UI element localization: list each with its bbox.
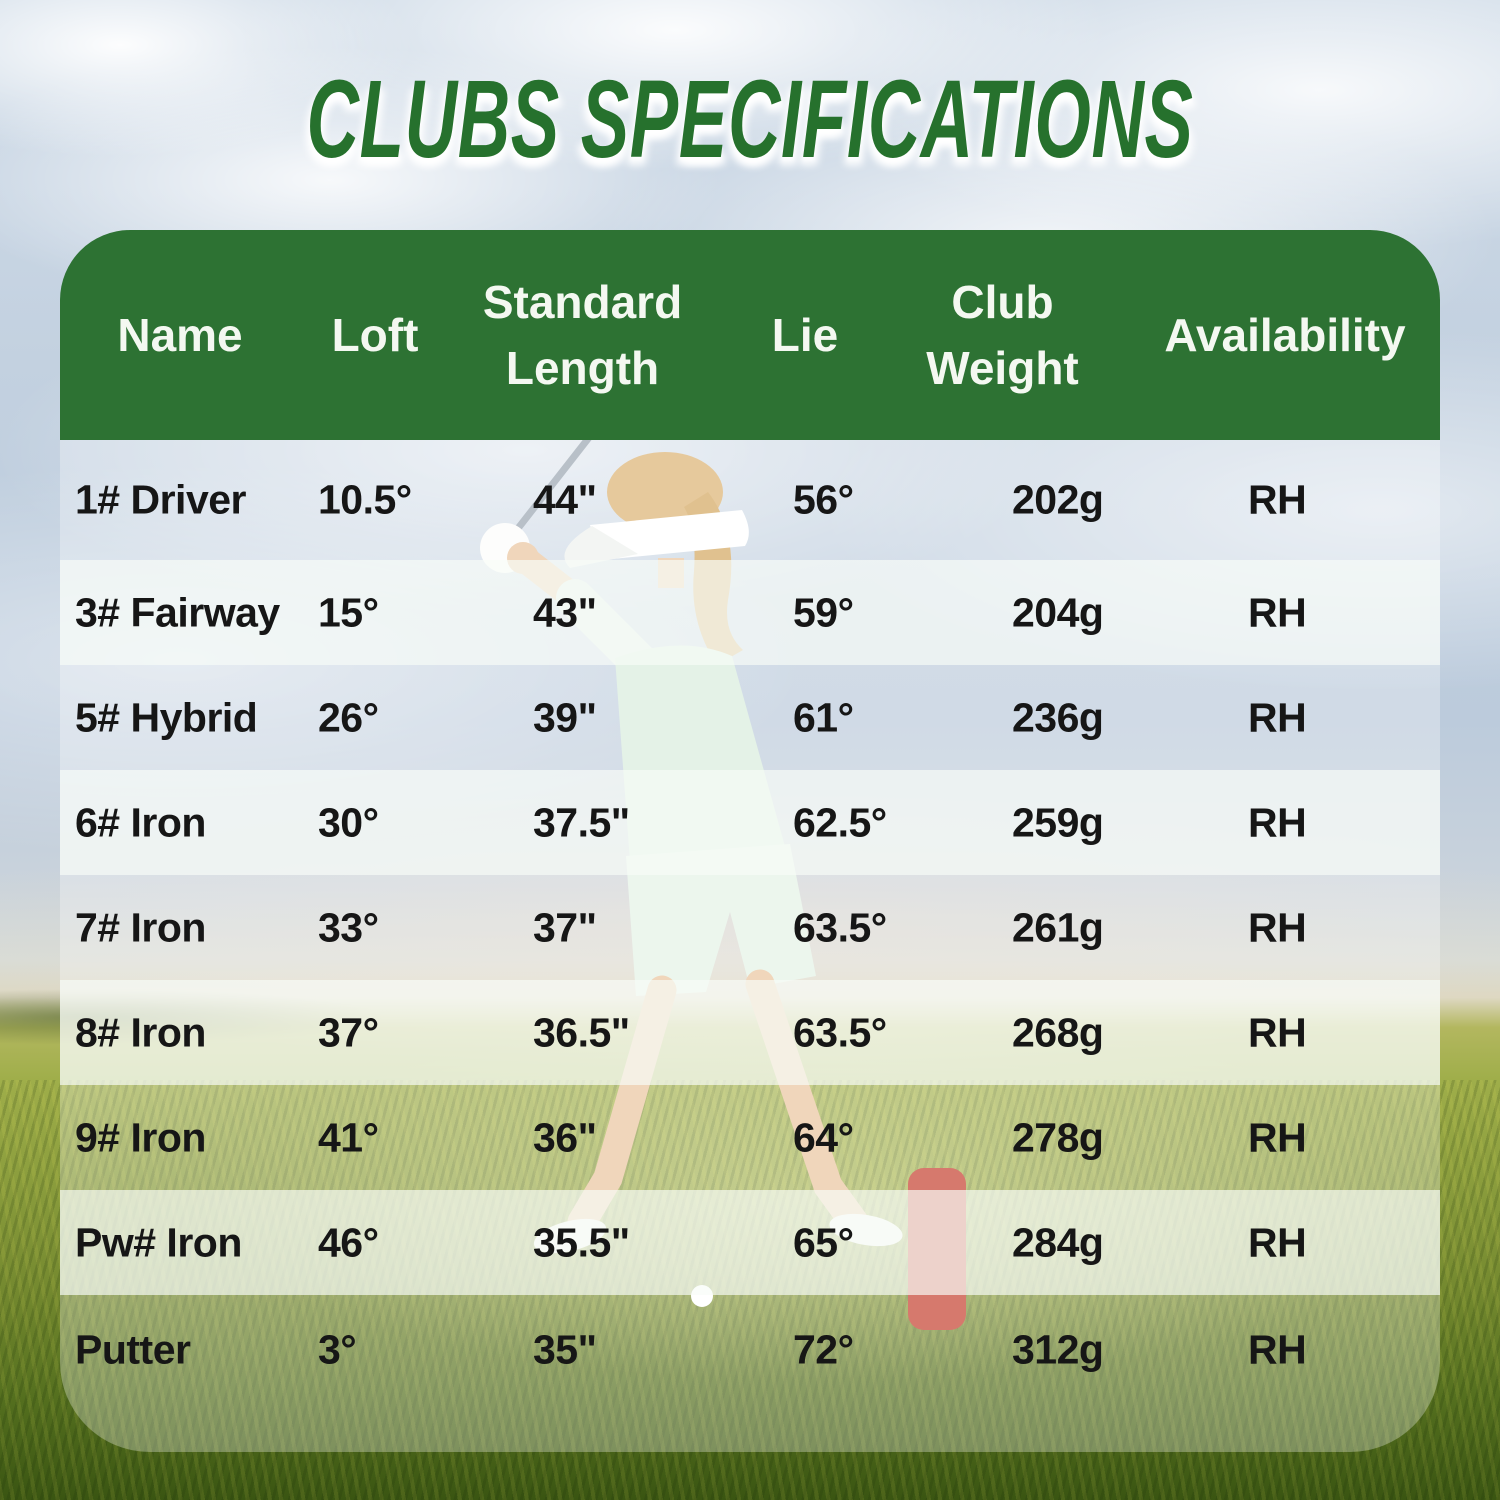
cell-availability: RH bbox=[1248, 1219, 1307, 1265]
cell-availability: RH bbox=[1248, 476, 1307, 523]
cell-loft: 33° bbox=[318, 904, 379, 950]
cell-lie: 62.5° bbox=[793, 799, 887, 845]
cell-loft: 46° bbox=[318, 1219, 379, 1265]
cell-name: 8# Iron bbox=[75, 1009, 206, 1055]
cell-lie: 56° bbox=[793, 476, 854, 523]
cell-loft: 10.5° bbox=[318, 476, 412, 523]
column-header-availability: Availability bbox=[1164, 309, 1406, 361]
cell-weight: 236g bbox=[1012, 694, 1104, 740]
cell-length: 35.5" bbox=[533, 1219, 630, 1265]
table-row-6-iron: 6# Iron 30° 37.5" 62.5° 259g RH bbox=[60, 770, 1440, 875]
column-header-length: Standard Length bbox=[482, 276, 683, 394]
cell-name: 3# Fairway bbox=[75, 589, 280, 635]
cell-loft: 26° bbox=[318, 694, 379, 740]
cell-availability: RH bbox=[1248, 1114, 1307, 1160]
cell-length: 35" bbox=[533, 1326, 597, 1373]
cell-name: 6# Iron bbox=[75, 799, 206, 845]
golfer-shorts bbox=[626, 844, 816, 996]
table-row-driver: 1# Driver 10.5° 44" 56° 202g RH bbox=[60, 440, 1440, 560]
table-row-9-iron: 9# Iron 41° 36" 64° 278g RH bbox=[60, 1085, 1440, 1190]
table-row-pw-iron: Pw# Iron 46° 35.5" 65° 284g RH bbox=[60, 1190, 1440, 1295]
cell-length: 44" bbox=[533, 476, 597, 523]
cell-availability: RH bbox=[1248, 904, 1307, 950]
cell-length: 37" bbox=[533, 904, 597, 950]
cell-weight: 202g bbox=[1012, 476, 1104, 523]
cell-loft: 41° bbox=[318, 1114, 379, 1160]
table-header-row: Name Loft Standard Length Lie Club Weigh… bbox=[60, 230, 1440, 440]
cell-name: 9# Iron bbox=[75, 1114, 206, 1160]
cell-lie: 64° bbox=[793, 1114, 854, 1160]
table-row-7-iron: 7# Iron 33° 37" 63.5° 261g RH bbox=[60, 875, 1440, 980]
cell-weight: 259g bbox=[1012, 799, 1104, 845]
cell-weight: 261g bbox=[1012, 904, 1104, 950]
cell-lie: 65° bbox=[793, 1219, 854, 1265]
cell-availability: RH bbox=[1248, 694, 1307, 740]
cell-loft: 3° bbox=[318, 1326, 357, 1373]
column-header-weight: Club Weight bbox=[926, 276, 1079, 394]
cell-loft: 15° bbox=[318, 589, 379, 635]
table-body: 1# Driver 10.5° 44" 56° 202g RH 3# Fairw… bbox=[60, 440, 1440, 1452]
cell-name: 7# Iron bbox=[75, 904, 206, 950]
cell-name: 1# Driver bbox=[75, 476, 247, 523]
cell-weight: 204g bbox=[1012, 589, 1104, 635]
column-header-lie: Lie bbox=[771, 309, 839, 361]
column-header-name: Name bbox=[117, 309, 243, 361]
specs-table: Name Loft Standard Length Lie Club Weigh… bbox=[60, 230, 1440, 1452]
cell-name: Pw# Iron bbox=[75, 1219, 242, 1265]
cell-length: 43" bbox=[533, 589, 597, 635]
cell-availability: RH bbox=[1248, 1009, 1307, 1055]
column-header-loft: Loft bbox=[331, 309, 419, 361]
cell-weight: 268g bbox=[1012, 1009, 1104, 1055]
cell-length: 39" bbox=[533, 694, 597, 740]
cell-availability: RH bbox=[1248, 799, 1307, 845]
cell-length: 36.5" bbox=[533, 1009, 630, 1055]
cell-name: 5# Hybrid bbox=[75, 694, 258, 740]
cell-loft: 37° bbox=[318, 1009, 379, 1055]
cell-lie: 61° bbox=[793, 694, 854, 740]
table-row-putter: Putter 3° 35" 72° 312g RH bbox=[60, 1295, 1440, 1452]
cell-weight: 284g bbox=[1012, 1219, 1104, 1265]
cell-length: 37.5" bbox=[533, 799, 630, 845]
cell-availability: RH bbox=[1248, 589, 1307, 635]
table-row-hybrid: 5# Hybrid 26° 39" 61° 236g RH bbox=[60, 665, 1440, 770]
page-title: CLUBS SPECIFICATIONS bbox=[306, 58, 1194, 182]
cell-lie: 63.5° bbox=[793, 904, 887, 950]
white-visor bbox=[590, 510, 749, 560]
cell-lie: 72° bbox=[793, 1326, 854, 1373]
golf-club-shaft bbox=[502, 430, 600, 548]
cell-lie: 63.5° bbox=[793, 1009, 887, 1055]
cell-loft: 30° bbox=[318, 799, 379, 845]
table-row-fairway: 3# Fairway 15° 43" 59° 204g RH bbox=[60, 560, 1440, 665]
table-row-8-iron: 8# Iron 37° 36.5" 63.5° 268g RH bbox=[60, 980, 1440, 1085]
cell-lie: 59° bbox=[793, 589, 854, 635]
cell-weight: 278g bbox=[1012, 1114, 1104, 1160]
cell-availability: RH bbox=[1248, 1326, 1307, 1373]
cell-name: Putter bbox=[75, 1326, 191, 1373]
cell-weight: 312g bbox=[1012, 1326, 1104, 1373]
cell-length: 36" bbox=[533, 1114, 597, 1160]
